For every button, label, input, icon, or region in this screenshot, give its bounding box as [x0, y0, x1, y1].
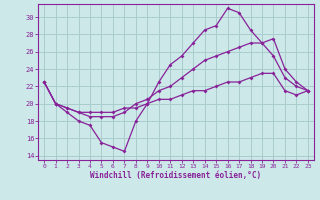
X-axis label: Windchill (Refroidissement éolien,°C): Windchill (Refroidissement éolien,°C) — [91, 171, 261, 180]
